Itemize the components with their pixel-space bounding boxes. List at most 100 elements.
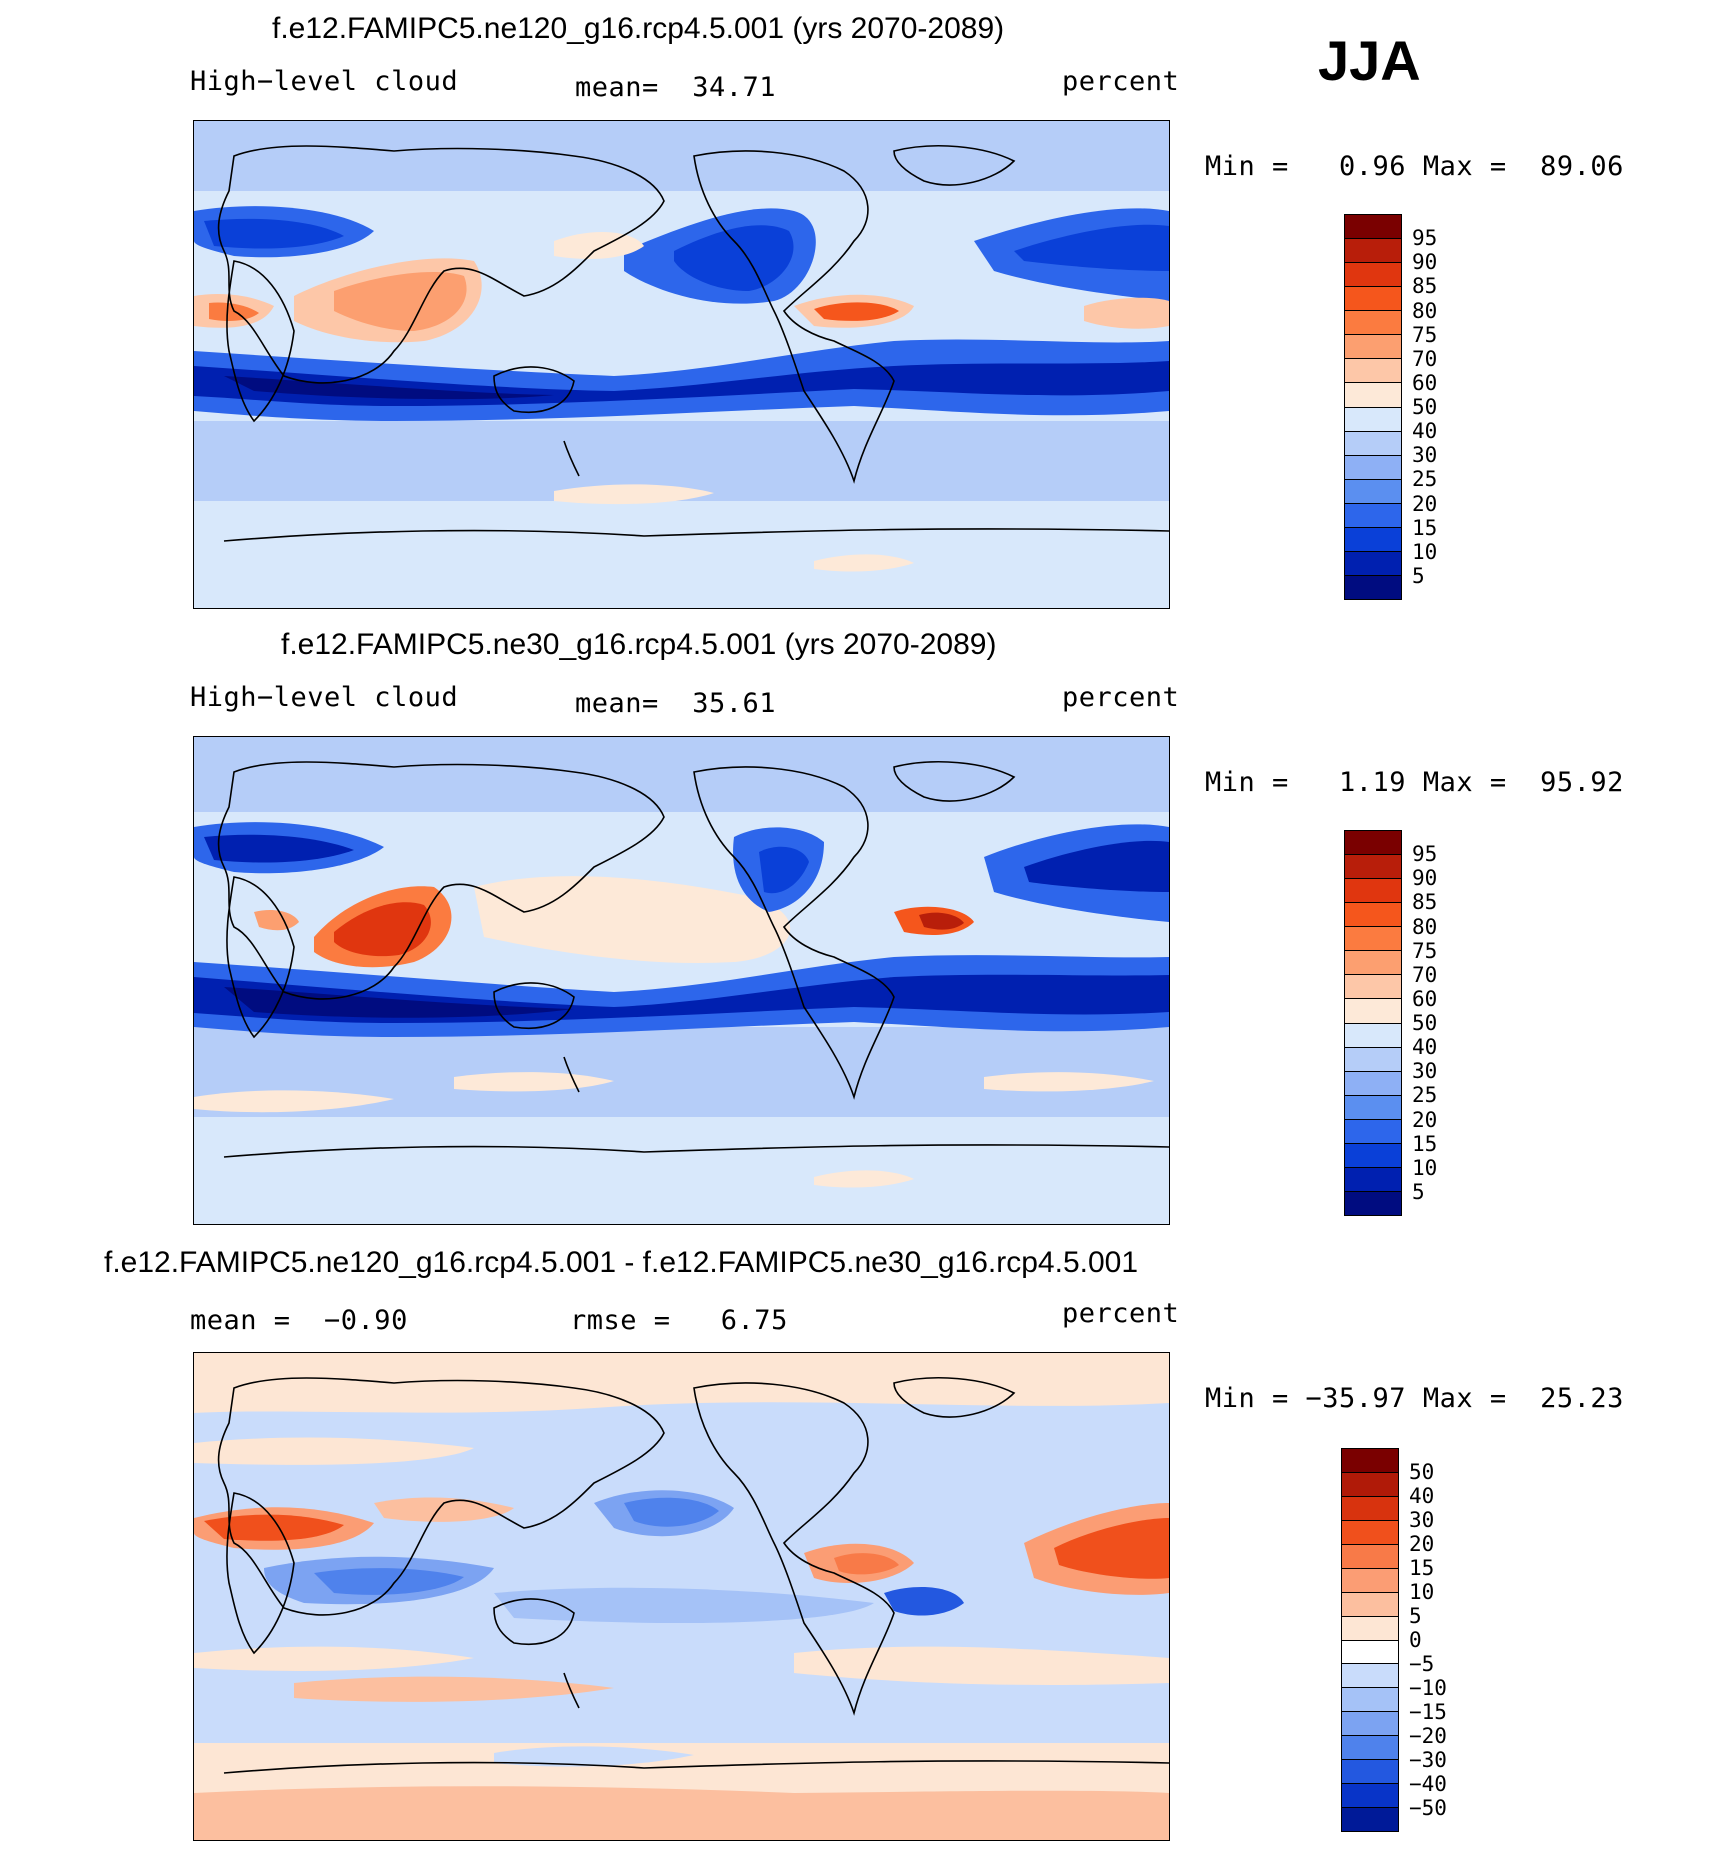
panel-2-colorbar-label: 80	[1412, 914, 1438, 939]
panel-1-colorbar-cell	[1345, 311, 1401, 336]
panel-3-colorbar-label: −50	[1409, 1796, 1447, 1820]
panel-2-mean-label: mean= 35.61	[575, 688, 777, 719]
panel-1-colorbar-label: 20	[1412, 491, 1438, 516]
panel-3-colorbar-label: −15	[1409, 1700, 1447, 1724]
panel-1-colorbar-cell	[1345, 455, 1401, 480]
panel-2-colorbar-cell	[1345, 951, 1401, 976]
panel-3-colorbar-cell	[1342, 1472, 1398, 1497]
panel-3-minmax-label: Min = −35.97 Max = 25.23	[1205, 1383, 1624, 1414]
panel-3-map-field	[194, 1353, 1169, 1840]
panel-2-colorbar-cell	[1345, 927, 1401, 952]
panel-1-colorbar-cell	[1345, 215, 1401, 240]
panel-1-colorbar-cell	[1345, 335, 1401, 360]
panel-3-colorbar-cell	[1342, 1760, 1398, 1785]
panel-1-colorbar-cell	[1345, 431, 1401, 456]
panel-1-colorbar-cell	[1345, 287, 1401, 312]
panel-3-colorbar-cell	[1342, 1520, 1398, 1545]
panel-1-units-label: percent	[1062, 66, 1180, 97]
panel-1-map-field	[194, 121, 1169, 608]
panel-2-colorbar-cell	[1345, 879, 1401, 904]
panel-3-colorbar-label: −10	[1409, 1676, 1447, 1700]
panel-2-colorbar-label: 60	[1412, 986, 1438, 1011]
panel-3-title: f.e12.FAMIPC5.ne120_g16.rcp4.5.001 - f.e…	[104, 1246, 1139, 1279]
panel-1-colorbar-label: 30	[1412, 443, 1438, 468]
panel-3-colorbar-cell	[1342, 1712, 1398, 1737]
panel-3-colorbar-label: 0	[1409, 1628, 1422, 1652]
panel-2-colorbar-cell	[1345, 1047, 1401, 1072]
panel-2-colorbar-label: 90	[1412, 866, 1438, 891]
panel-3-units-label: percent	[1062, 1298, 1180, 1329]
panel-2-colorbar-label: 15	[1412, 1131, 1438, 1156]
panel-2-colorbar	[1344, 830, 1402, 1216]
panel-1-colorbar-label: 75	[1412, 322, 1438, 347]
panel-2-minmax-label: Min = 1.19 Max = 95.92	[1205, 767, 1624, 798]
panel-1-colorbar-label: 95	[1412, 226, 1438, 251]
panel-2-colorbar-cell	[1345, 999, 1401, 1024]
panel-1-colorbar-cell	[1345, 359, 1401, 384]
panel-3-colorbar-cell	[1342, 1592, 1398, 1617]
panel-3-colorbar-cell	[1342, 1736, 1398, 1761]
panel-1-minmax-label: Min = 0.96 Max = 89.06	[1205, 151, 1624, 182]
panel-1-colorbar-label: 15	[1412, 515, 1438, 540]
panel-1-colorbar-cell	[1345, 503, 1401, 528]
panel-1-colorbar-cell	[1345, 575, 1401, 599]
panel-3-colorbar-cell	[1342, 1568, 1398, 1593]
panel-1-colorbar-cell	[1345, 479, 1401, 504]
panel-1-colorbar-label: 80	[1412, 298, 1438, 323]
panel-3-colorbar-cell	[1342, 1808, 1398, 1831]
panel-3-colorbar-label: 5	[1409, 1604, 1422, 1628]
panel-1-mean-label: mean= 34.71	[575, 72, 777, 103]
panel-2-units-label: percent	[1062, 682, 1180, 713]
panel-2-colorbar-cell	[1345, 1167, 1401, 1192]
panel-2-colorbar-cell	[1345, 1023, 1401, 1048]
panel-3-colorbar-label: −5	[1409, 1652, 1435, 1676]
panel-3-rmse-label: rmse = 6.75	[570, 1305, 788, 1336]
panel-2-colorbar-cell	[1345, 1095, 1401, 1120]
panel-3-colorbar-label: 15	[1409, 1556, 1435, 1580]
panel-1-variable-label: High−level cloud	[190, 66, 459, 97]
panel-2-colorbar-label: 75	[1412, 938, 1438, 963]
panel-3-colorbar-label: −40	[1409, 1772, 1447, 1796]
panel-1-colorbar-label: 25	[1412, 467, 1438, 492]
panel-3-colorbar-cell	[1342, 1688, 1398, 1713]
panel-2-colorbar-label: 30	[1412, 1059, 1438, 1084]
panel-3-colorbar-label: 40	[1409, 1484, 1435, 1508]
panel-1-colorbar-label: 5	[1412, 563, 1425, 588]
panel-3-colorbar-label: 30	[1409, 1508, 1435, 1532]
panel-1-colorbar-cell	[1345, 527, 1401, 552]
panel-1-colorbar-label: 10	[1412, 539, 1438, 564]
panel-2-colorbar-cell	[1345, 1071, 1401, 1096]
panel-3-colorbar-label: −30	[1409, 1748, 1447, 1772]
panel-2-colorbar-cell	[1345, 975, 1401, 1000]
panel-2-colorbar-cell	[1345, 1143, 1401, 1168]
panel-2-colorbar-label: 40	[1412, 1035, 1438, 1060]
panel-3-colorbar-labels: 50 40 30 20 15 10 5 0 −5 −10 −15 −20 −30…	[1409, 1448, 1489, 1830]
panel-2-title: f.e12.FAMIPC5.ne30_g16.rcp4.5.001 (yrs 2…	[281, 628, 997, 661]
panel-1-map	[193, 120, 1170, 609]
panel-3-colorbar-cell	[1342, 1449, 1398, 1473]
panel-2-colorbar-label: 85	[1412, 890, 1438, 915]
panel-2-colorbar-cell	[1345, 1191, 1401, 1215]
panel-2-colorbar-label: 50	[1412, 1011, 1438, 1035]
panel-3-colorbar	[1341, 1448, 1399, 1832]
panel-3-colorbar-label: 50	[1409, 1460, 1435, 1484]
panel-2-colorbar-label: 95	[1412, 842, 1438, 867]
panel-2-map	[193, 736, 1170, 1225]
panel-1-colorbar-label: 60	[1412, 370, 1438, 395]
panel-1-colorbar-cell	[1345, 383, 1401, 408]
season-label: JJA	[1318, 29, 1421, 92]
panel-2-colorbar-label: 5	[1412, 1179, 1425, 1204]
panel-1-colorbar-label: 50	[1412, 395, 1438, 419]
panel-3-colorbar-cell	[1342, 1496, 1398, 1521]
panel-2-colorbar-cell	[1345, 831, 1401, 856]
panel-2-colorbar-cell	[1345, 855, 1401, 880]
panel-1-colorbar-cell	[1345, 239, 1401, 264]
panel-1-colorbar-cell	[1345, 551, 1401, 576]
panel-3-colorbar-cell	[1342, 1544, 1398, 1569]
panel-2-colorbar-label: 25	[1412, 1083, 1438, 1108]
panel-1-colorbar-label: 40	[1412, 419, 1438, 444]
panel-1-colorbar-label: 85	[1412, 274, 1438, 299]
panel-3-colorbar-label: 20	[1409, 1532, 1435, 1556]
panel-3-colorbar-cell	[1342, 1784, 1398, 1809]
panel-1-colorbar-labels: 95 90 85 80 75 70 60 50 40 30 25 20 15 1…	[1412, 214, 1472, 598]
